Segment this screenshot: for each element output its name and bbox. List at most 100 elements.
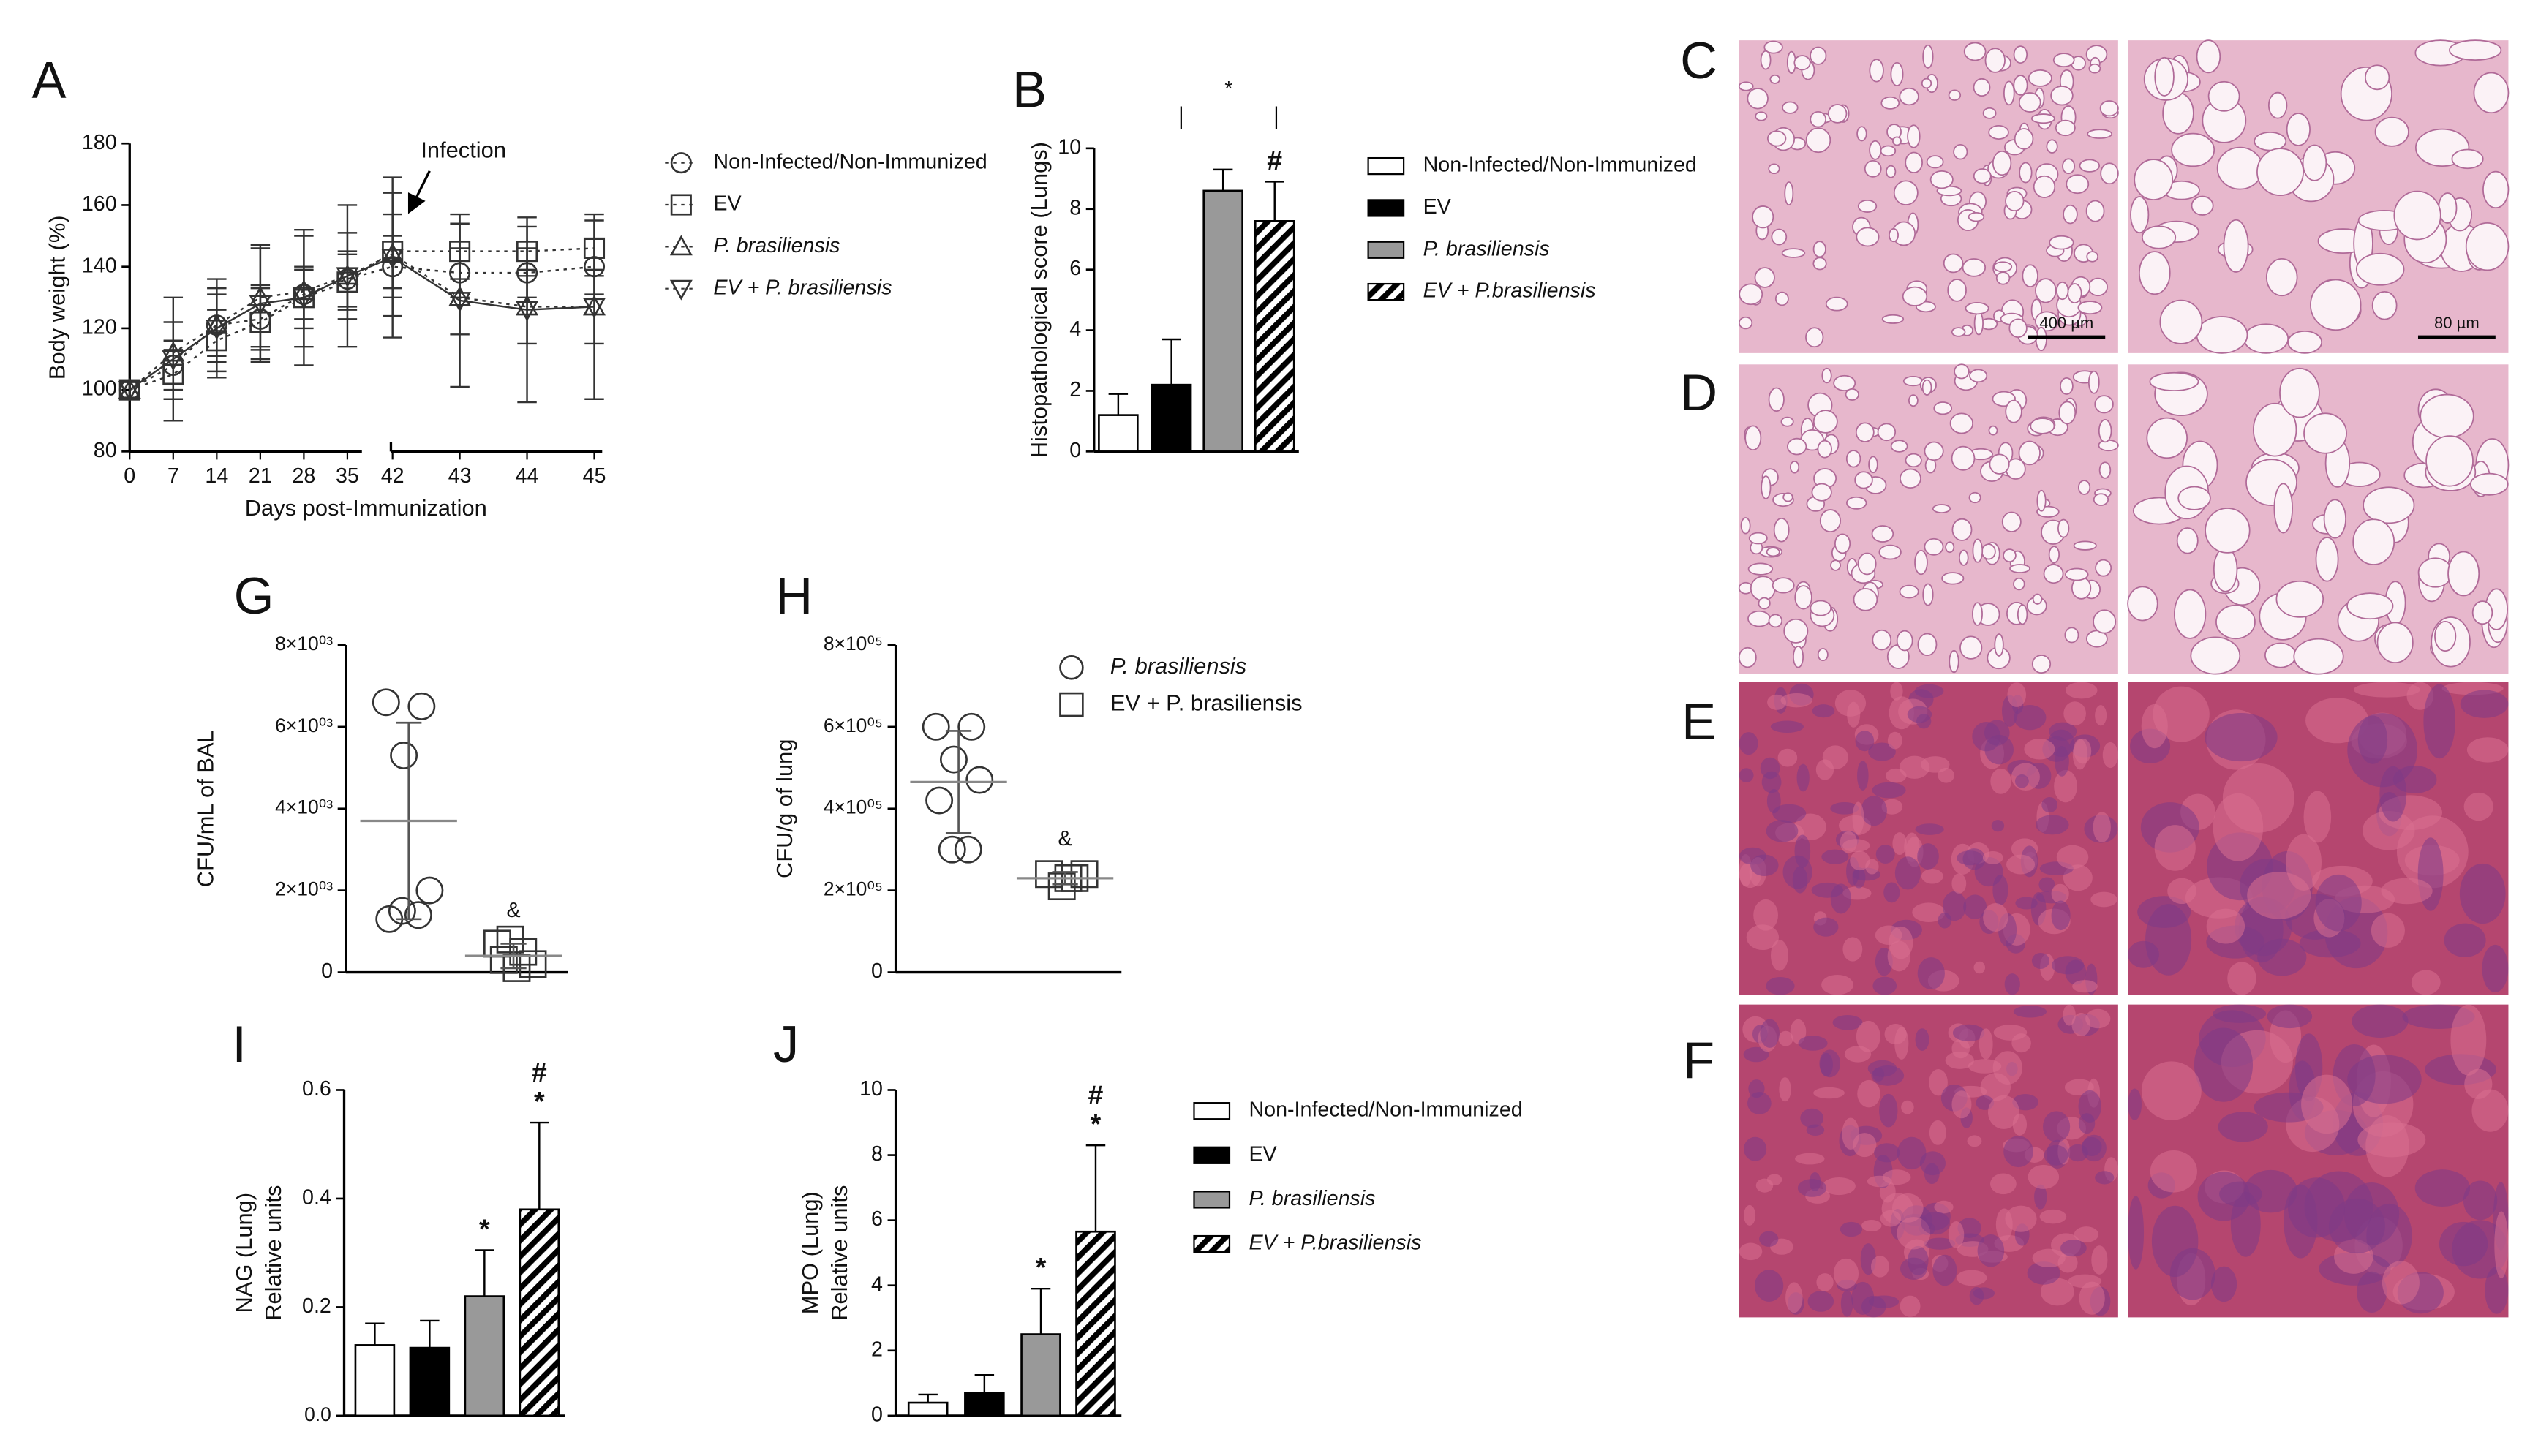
tissue-texture <box>1962 848 1986 870</box>
tissue-texture <box>2149 371 2199 391</box>
tissue-texture <box>1779 1077 1791 1102</box>
tissue-texture <box>2447 551 2480 597</box>
tissue-texture <box>2004 973 2020 995</box>
tissue-texture <box>2469 472 2509 496</box>
tissue-texture <box>2077 301 2103 315</box>
tissue-texture <box>2128 940 2159 968</box>
tissue-texture <box>1921 379 1932 396</box>
tissue-texture <box>1844 1046 1872 1063</box>
series-line <box>129 247 595 391</box>
tissue-texture <box>2286 834 2322 891</box>
tissue-texture <box>1771 228 1788 246</box>
tissue-texture <box>1817 648 1829 662</box>
tissue-texture <box>2054 769 2077 803</box>
significance-mark: * <box>534 1085 545 1116</box>
tissue-texture <box>2028 69 2052 87</box>
tissue-texture <box>1992 1051 2023 1085</box>
bar <box>354 1344 396 1417</box>
tissue-texture <box>1747 610 1772 627</box>
tissue-texture <box>1929 1120 1946 1145</box>
tissue-texture <box>1768 163 1780 175</box>
tissue-texture <box>1760 1019 1780 1048</box>
tissue-texture <box>2006 854 2036 875</box>
tissue-texture <box>1834 690 1867 717</box>
tissue-texture <box>1968 1059 2002 1074</box>
tissue-texture <box>1744 1136 1767 1161</box>
tissue-texture <box>1834 533 1851 554</box>
tissue-texture <box>1845 388 1859 401</box>
tissue-texture <box>2196 316 2248 354</box>
tissue-texture <box>1945 541 1955 554</box>
tissue-texture <box>1793 55 1811 71</box>
tissue-texture <box>2151 1205 2199 1278</box>
tissue-texture <box>2086 251 2099 263</box>
tissue-texture <box>2216 146 2264 190</box>
tissue-texture <box>2223 219 2249 273</box>
tissue-texture <box>1747 562 1774 576</box>
tissue-texture <box>2194 1027 2254 1102</box>
tissue-texture <box>2213 547 2238 592</box>
tissue-texture <box>1896 630 1913 652</box>
marker <box>519 950 547 978</box>
tissue-texture <box>2264 642 2297 668</box>
tissue-texture <box>1897 1136 1927 1170</box>
tissue-texture <box>2057 518 2070 538</box>
tissue-texture <box>2355 252 2405 286</box>
tissue-texture <box>1914 684 1944 698</box>
tissue-texture <box>2303 412 2347 454</box>
y-tick-label: 4×10⁰⁵ <box>824 796 883 818</box>
tissue-texture <box>2091 1245 2108 1275</box>
tissue-texture <box>1805 327 1824 348</box>
marker <box>372 688 400 717</box>
tissue-texture <box>1855 731 1875 752</box>
tissue-texture <box>1821 367 1832 384</box>
tissue-texture <box>2134 159 2174 200</box>
tissue-texture <box>1900 468 1921 489</box>
tissue-texture <box>2154 825 2196 871</box>
tissue-texture <box>1994 633 2004 657</box>
legend-swatch <box>1367 282 1405 301</box>
tissue-texture <box>2176 527 2199 554</box>
tissue-texture <box>1932 1254 1957 1286</box>
tissue-texture <box>1922 44 1934 69</box>
tissue-texture <box>2141 1061 2202 1120</box>
tissue-texture <box>2482 170 2510 209</box>
tissue-texture <box>1800 1108 1824 1128</box>
tissue-texture <box>1868 456 1878 474</box>
y-tick-label: 6×10⁰³ <box>275 714 333 736</box>
tissue-texture <box>2213 793 2264 861</box>
tissue-texture <box>1810 111 1827 128</box>
tissue-texture <box>2310 279 2362 331</box>
tissue-texture <box>1830 559 1841 571</box>
tissue-texture <box>2267 91 2288 119</box>
tissue-texture <box>1773 518 1790 543</box>
tissue-texture <box>2253 402 2297 457</box>
tissue-texture <box>1869 59 1884 83</box>
tissue-texture <box>2244 1169 2297 1213</box>
tissue-texture <box>2031 655 2052 674</box>
tissue-texture <box>1821 849 1849 864</box>
tissue-texture <box>2452 1220 2508 1279</box>
x-tick-label: 42 <box>381 464 404 488</box>
tissue-texture <box>1760 50 1772 70</box>
tissue-texture <box>1856 126 1867 142</box>
tissue-texture <box>1951 873 1967 894</box>
marker <box>336 267 359 288</box>
tissue-texture <box>2218 1112 2268 1142</box>
tissue-texture <box>1754 267 1775 288</box>
tissue-texture <box>2081 1136 2102 1156</box>
marker <box>939 745 968 774</box>
tissue-texture <box>1922 583 1934 606</box>
tissue-texture <box>2100 162 2119 185</box>
tissue-texture <box>2013 1006 2047 1018</box>
tissue-texture <box>2256 148 2304 197</box>
panel-label: I <box>232 1015 246 1073</box>
panel-label: J <box>773 1015 799 1073</box>
tissue-texture <box>2471 1089 2509 1132</box>
tissue-texture <box>2482 944 2509 993</box>
tissue-texture <box>2451 148 2484 170</box>
tissue-texture <box>1743 1046 1769 1063</box>
legend-label: EV + P. brasiliensis <box>1110 690 1303 716</box>
tissue-texture <box>1973 78 1991 97</box>
tissue-texture <box>1973 311 1984 336</box>
